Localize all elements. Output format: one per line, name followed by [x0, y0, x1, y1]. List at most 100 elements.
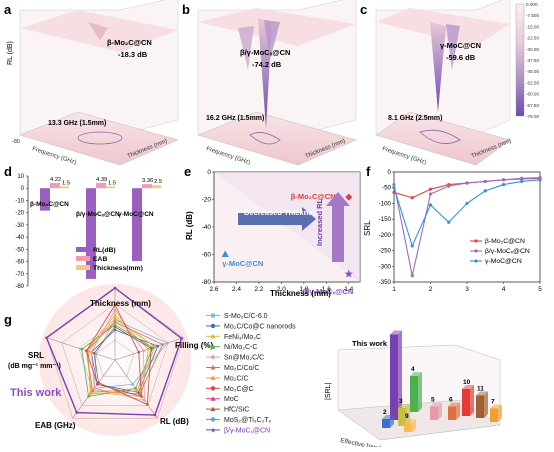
colorbar-tick-label: -7.500 — [526, 13, 539, 18]
panel-f-point — [410, 274, 414, 278]
rl-bar — [40, 188, 50, 211]
panel-b: b β/γ-MoCₓ@CN -74.2 dB 16.2 GHz (1.5mm) … — [182, 0, 357, 166]
radar-series-polygon — [45, 287, 183, 416]
panel-d-tick-label: -70 — [15, 272, 24, 278]
radar-point — [87, 395, 90, 398]
radar-point — [113, 316, 117, 320]
colorbar — [515, 3, 525, 117]
ylabel-e: RL (dB) — [185, 211, 194, 240]
bar3d-bar-top — [390, 330, 402, 335]
comparison-legend-label: Sn@Mo₂C/C — [224, 355, 264, 362]
panel-e-y-tick-label: 0 — [207, 169, 211, 176]
panel-d-bars: 4.221.5β-Mo₂C@CN4.391.5β/γ-MoCₓ@CN3.36 2.… — [30, 177, 162, 279]
panel-f-plot-area — [393, 171, 541, 283]
radar-point — [131, 382, 134, 386]
bar3d-bar-front — [448, 406, 456, 420]
radar-series-polygon — [93, 326, 152, 406]
panel-f-x-tick-label: 4 — [502, 286, 506, 293]
radar-point — [140, 395, 143, 398]
panel-label-f: f — [366, 164, 371, 179]
panel-f-x-tick-label: 3 — [465, 286, 469, 293]
panel-d-legend-swatch — [76, 247, 90, 252]
radar-axis-srl-unit: (dB mg⁻¹ mm⁻¹) — [8, 363, 61, 370]
panel-e-x-tick-label: 1.4 — [344, 286, 353, 293]
panel-d-category-label: β/γ-MoCₓ@CN — [76, 211, 120, 218]
radar-point — [153, 345, 157, 349]
radar-series-polygon — [87, 317, 156, 395]
comparison-legend-label: Mo₂C/Co@C nanorods — [224, 323, 296, 330]
comparison-legend-label: MoS₂@Ti₃C₂Tₓ — [224, 417, 272, 424]
comparison-legend-marker — [210, 333, 216, 339]
radar-point — [137, 350, 141, 354]
colorbar-tick-label: -45.00 — [526, 69, 539, 74]
colorbar-tick-label: -75.00 — [526, 114, 539, 119]
eab-bar — [142, 184, 152, 189]
freq-a: 13.3 GHz (1.5mm) — [48, 120, 106, 127]
colorbar-tick-label: 0.000 — [526, 2, 538, 7]
panel-f-point — [428, 187, 433, 191]
bar3d-bar-label: 5 — [431, 397, 435, 404]
point-beta-mo2c — [345, 193, 353, 201]
bar3d-bar-front — [398, 408, 406, 426]
panel-f-y-tick-label: -300 — [379, 263, 392, 270]
freq-b: 16.2 GHz (1.5mm) — [206, 115, 264, 122]
bar3d-bar-label: 4 — [411, 366, 415, 373]
thickness-bar — [152, 185, 161, 189]
radar-point — [85, 349, 88, 353]
radar-point — [113, 286, 117, 290]
xlabel-e: Thickness (mm) — [270, 289, 331, 298]
panel-f-legend-label: β-Mo₂C@CN — [485, 238, 525, 245]
point-gamma-moc — [221, 250, 229, 257]
radar-point — [134, 387, 137, 390]
bar3d-bar-top — [410, 372, 422, 376]
bar3d-bar-top — [430, 402, 442, 407]
comparison-legend-label: Mo₂C@C — [224, 386, 254, 393]
panel-d-tick-label: -20 — [15, 211, 24, 217]
panel-e-x-tick-label: 2.2 — [254, 286, 263, 293]
panel-label-b: b — [182, 2, 190, 17]
comparison-legend-marker: ★ — [210, 426, 216, 434]
value-c: -59.6 dB — [446, 53, 476, 62]
comparison-legend-label: MoC — [224, 396, 239, 403]
bar3d-bar-label: 9 — [405, 413, 409, 420]
comparison-legend-label: S-Mo₂C/C-6.0 — [224, 313, 268, 320]
panel-label-a: a — [4, 2, 12, 17]
radar-polygons — [45, 286, 183, 417]
radar-point — [93, 387, 96, 390]
colorbar-tick-label: -37.50 — [526, 58, 539, 63]
panel-f-legend-marker — [474, 259, 478, 263]
panel-f-y-tick-label: 0 — [388, 169, 392, 176]
bar3d-bar-front — [382, 419, 390, 428]
freq-c: 8.1 GHz (2.5mm) — [388, 115, 442, 122]
arrow2-label: Increased RL — [315, 198, 324, 246]
bar3d-bar-side — [456, 402, 460, 420]
radar-series-polygon — [94, 319, 168, 389]
bar3d-bar-side — [498, 404, 502, 422]
annotation-a: β-Mo₂C@CN — [107, 38, 152, 47]
colorbar-tick-label: -22.50 — [526, 36, 539, 41]
radar-point — [161, 343, 164, 346]
panel-c: c γ-MoC@CN -59.6 dB 8.1 GHz (2.5mm) Freq… — [360, 0, 539, 166]
ylabel-f: SRL — [363, 220, 372, 236]
panel-d-legend-label: EAB — [93, 256, 107, 263]
panel-g: g Thickness (mm) Filling (%) RL (dB) EAB… — [4, 284, 502, 452]
bar3d-bar-side — [398, 330, 402, 420]
panel-e-y-tick-label: -20 — [202, 197, 212, 204]
comparison-legend-label: FeNi₃/Mo₂C — [224, 334, 261, 341]
radar-point — [45, 336, 48, 340]
bar3d-bar-top — [462, 385, 474, 389]
bar3d-bar-label: 2 — [383, 409, 387, 416]
bar3d-chart: 2 3 4 5 6 9 10 11 7 This work |SRL| Effective ba… — [325, 330, 502, 452]
radar-point — [138, 392, 141, 396]
ylabel-a: RL (dB) — [7, 41, 14, 65]
radar-point — [142, 349, 145, 353]
panel-d-tick-label: 0 — [21, 186, 25, 192]
point-label: β/γ-MoCₓ@CN — [303, 287, 353, 296]
panel-f-axis: 1 2 3 4 5 0 -50 -100 -150 -200 -250 -300 -350 — [379, 169, 543, 293]
panel-d: d 100-10-20-30-40-50-60-70-80 4.221.5β-M… — [4, 164, 162, 290]
panel-f-point — [428, 203, 433, 207]
panel-f-point — [410, 244, 414, 248]
panel-label-e: e — [184, 164, 191, 179]
surface-well-a — [88, 22, 108, 40]
